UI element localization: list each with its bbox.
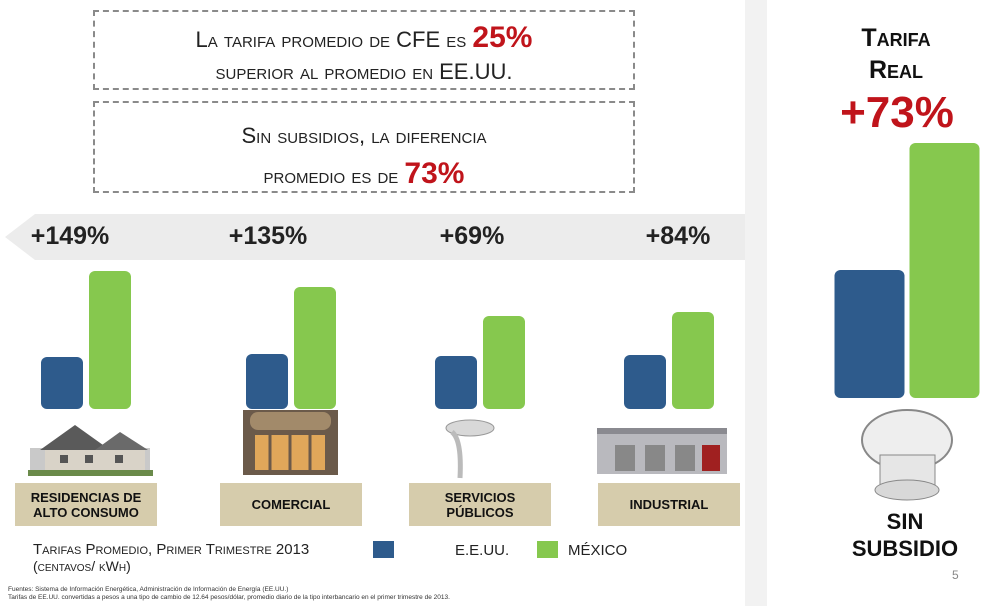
footnote: Tarifas de EE.UU. convertidas a pesos a … — [8, 594, 450, 601]
callout-text: La tarifa promedio de CFE es — [196, 27, 467, 52]
category-label: RESIDENCIAS DE ALTO CONSUMO — [15, 483, 157, 526]
bar — [672, 312, 714, 409]
side-category: SIN SUBSIDIO — [830, 508, 980, 562]
house-icon — [28, 425, 153, 476]
callout-box: Sin subsidios, la diferencia promedio es… — [93, 101, 635, 193]
side-subtitle: +73% — [810, 88, 984, 138]
lamp-icon — [446, 420, 494, 478]
callout-text: superior al promedio en EE.UU. — [215, 59, 512, 84]
bar — [294, 287, 336, 409]
arrow-band — [5, 214, 745, 260]
bar — [910, 143, 980, 398]
category-label: SERVICIOS PÚBLICOS — [409, 483, 551, 526]
difference-label: +135% — [229, 222, 308, 251]
callout-text: promedio es de — [264, 163, 399, 188]
bar — [624, 355, 666, 409]
legend-title: Tarifas Promedio, Primer Trimestre 2013 — [33, 541, 309, 558]
bar — [89, 271, 131, 409]
divider — [745, 0, 767, 606]
difference-label: +69% — [440, 222, 505, 251]
slide: La tarifa promedio de CFE es 25% superio… — [0, 0, 984, 606]
legend-label: MÉXICO — [568, 542, 627, 559]
bulb-icon — [862, 410, 952, 500]
warehouse-icon — [597, 428, 727, 474]
legend-label: E.E.UU. — [455, 542, 509, 559]
difference-label: +84% — [646, 222, 711, 251]
bar — [41, 357, 83, 409]
mall-icon — [243, 410, 338, 475]
bar — [483, 316, 525, 409]
side-title: Tarifa Real — [836, 22, 956, 86]
bar — [246, 354, 288, 409]
category-label: INDUSTRIAL — [598, 483, 740, 526]
legend-swatch — [537, 541, 558, 558]
page-number: 5 — [952, 568, 959, 582]
callout-highlight: 73% — [404, 157, 464, 190]
category-label: COMERCIAL — [220, 483, 362, 526]
footnote: Fuentes: Sistema de Información Energéti… — [8, 586, 288, 593]
callout-highlight: 25% — [472, 21, 532, 54]
bar — [435, 356, 477, 409]
difference-label: +149% — [31, 222, 110, 251]
bar — [835, 270, 905, 398]
legend-swatch — [373, 541, 394, 558]
callout-box: La tarifa promedio de CFE es 25% superio… — [93, 10, 635, 90]
legend-unit: (centavos/ kWh) — [33, 558, 131, 574]
callout-text: Sin subsidios, la diferencia — [242, 123, 487, 148]
